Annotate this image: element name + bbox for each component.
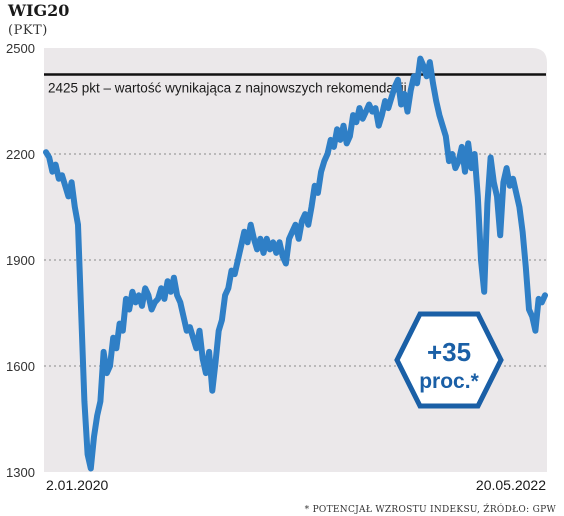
badge-unit: proc.* <box>419 370 479 393</box>
chart-unit: (PKT) <box>8 23 48 38</box>
badge-hexagon <box>394 311 504 409</box>
end-date-label: 20.05.2022 <box>476 477 546 493</box>
reference-line-label: 2425 pkt – wartość wynikająca z najnowsz… <box>48 81 407 96</box>
series-group <box>43 55 548 472</box>
y-tick-labels: 2500 2200 1900 1600 1300 <box>6 41 35 480</box>
growth-badge: +35 proc.* <box>394 311 504 409</box>
source-note: * POTENCJAŁ WZROSTU INDEKSU, ŹRÓDŁO: GPW <box>305 503 557 515</box>
y-tick-label: 1900 <box>6 253 35 268</box>
chart-title: WIG20 <box>7 1 69 20</box>
y-tick-label: 1600 <box>6 359 35 374</box>
gridlines <box>44 153 546 367</box>
badge-value: +35 <box>427 337 471 367</box>
start-date-label: 2.01.2020 <box>46 477 108 493</box>
y-tick-label: 2200 <box>6 147 35 162</box>
y-tick-label: 1300 <box>6 465 35 480</box>
series-line <box>43 55 548 472</box>
y-tick-label: 2500 <box>6 41 35 56</box>
